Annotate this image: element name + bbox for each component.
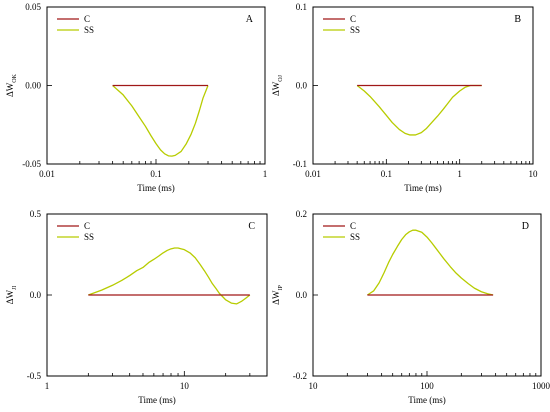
y-tick-label: -0.1	[293, 159, 307, 169]
y-axis-title: ΔWOJ	[271, 74, 284, 96]
x-tick-label: 100	[420, 381, 434, 391]
y-tick-label: 0.5	[30, 209, 42, 219]
panel-letter: C	[248, 221, 255, 232]
panel-letter: D	[522, 221, 529, 232]
x-axis-title: Time (ms)	[137, 183, 174, 193]
panel-b: 0.01 0.1 1 10 -0.1 0.0 0.1 Time (ms) ΔWOJ B CSS	[271, 2, 538, 193]
legend-label-c: C	[350, 221, 356, 231]
x-tick-label: 1	[45, 381, 50, 391]
x-tick-label: 1	[457, 169, 462, 179]
x-axis-title: Time (ms)	[404, 183, 441, 193]
panel-d: 10 100 1000 -0.2 0.0 0.2 Time (ms) ΔWIP D CSS	[271, 209, 550, 405]
panel-a: 0.01 0.1 1 -0.05 0.00 0.05 Time (ms) ΔWOK A CSS	[5, 2, 267, 193]
y-axis-title-subscript: IP	[278, 285, 284, 291]
x-tick-label: 1	[263, 169, 268, 179]
y-axis-title-subscript: OK	[12, 73, 18, 82]
x-tick-label: 0.01	[305, 169, 321, 179]
x-axis-title: Time (ms)	[138, 395, 175, 405]
y-axis-title-base: ΔW	[5, 290, 15, 305]
y-axis-title-base: ΔW	[5, 82, 15, 97]
y-axis-title-subscript: JI	[12, 286, 18, 290]
series-line-ss	[88, 247, 251, 305]
y-axis-title-base: ΔW	[271, 81, 281, 96]
y-tick-label: 0.05	[25, 2, 41, 12]
x-tick-label: 1000	[532, 381, 550, 391]
series-line-ss	[367, 229, 494, 296]
y-tick-label: -0.05	[22, 159, 41, 169]
series-line-ss	[356, 84, 482, 136]
legend-label-ss: SS	[84, 25, 94, 35]
y-axis-title: ΔWOK	[5, 73, 18, 97]
legend-label-c: C	[350, 14, 356, 24]
x-tick-label: 10	[180, 381, 190, 391]
legend-label-c: C	[84, 14, 90, 24]
y-tick-label: 0.0	[296, 290, 308, 300]
x-tick-label: 0.1	[381, 169, 392, 179]
y-axis-title-base: ΔW	[271, 290, 281, 305]
panel-letter: A	[246, 14, 254, 25]
x-tick-label: 0.01	[39, 169, 55, 179]
panel-letter: B	[514, 14, 521, 25]
y-tick-label: 0.2	[296, 209, 307, 219]
y-tick-label: 0.0	[296, 81, 308, 91]
y-tick-label: 0.00	[25, 81, 41, 91]
series-line-ss	[112, 85, 209, 157]
x-tick-label: 10	[309, 381, 319, 391]
x-axis-title: Time (ms)	[408, 395, 445, 405]
y-axis-title: ΔWIP	[271, 285, 284, 305]
legend-label-ss: SS	[350, 25, 360, 35]
y-tick-label: 0.1	[296, 2, 307, 12]
y-tick-label: 0.0	[30, 290, 42, 300]
x-tick-label: 0.1	[150, 169, 161, 179]
y-axis-title-subscript: OJ	[278, 74, 284, 81]
legend-label-c: C	[84, 221, 90, 231]
y-tick-label: -0.5	[27, 371, 42, 381]
legend-label-ss: SS	[350, 232, 360, 242]
legend-label-ss: SS	[84, 232, 94, 242]
y-tick-label: -0.2	[293, 371, 307, 381]
y-axis-title: ΔWJI	[5, 286, 18, 305]
x-tick-label: 10	[529, 169, 539, 179]
